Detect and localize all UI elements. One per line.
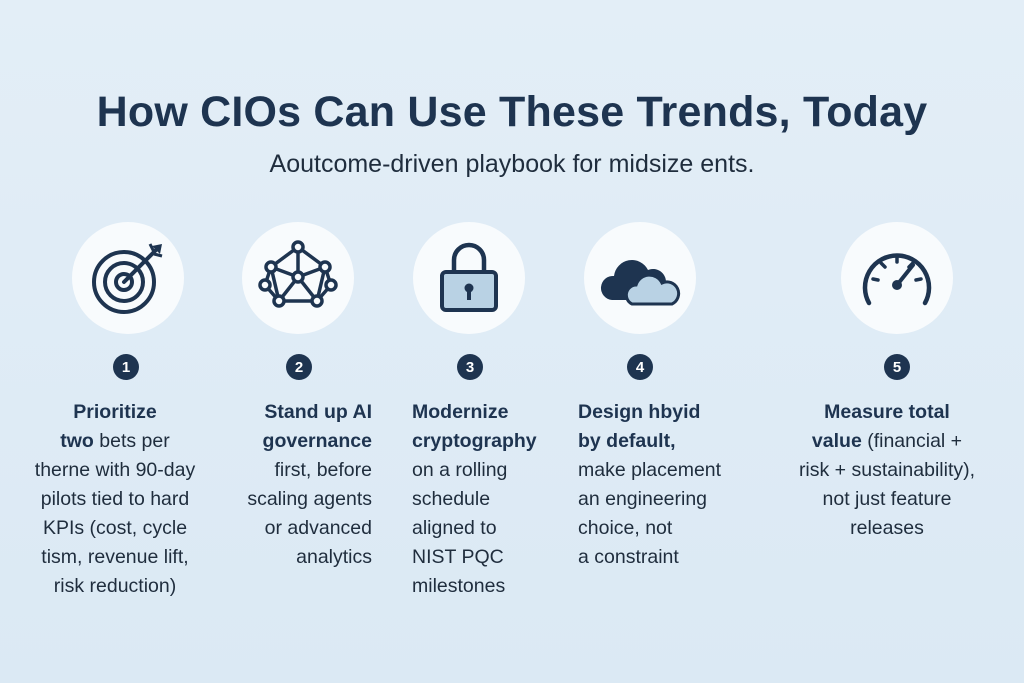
step-4-line: by default, <box>578 430 676 452</box>
step-4-line: Design hbyid <box>578 401 701 423</box>
target-icon <box>92 243 163 314</box>
step-3-line: aligned to <box>412 517 497 539</box>
step-4-description: Design hbyid by default, make placement … <box>578 398 758 572</box>
step-1-line: pilots tied to hard <box>40 488 190 510</box>
step-5-line: Measure total <box>824 401 950 423</box>
step-3-line: Modernize <box>412 401 509 423</box>
step-2-number-badge: 2 <box>286 354 312 380</box>
cloud-icon <box>600 260 681 306</box>
step-3-icon-circle <box>413 222 525 334</box>
step-1-line: Prioritize <box>73 401 157 423</box>
step-2-line: Stand up AI <box>264 401 372 423</box>
step-1-description: Prioritize two bets per therne with 90-d… <box>25 398 205 601</box>
page-subtitle: Aoutcome-driven playbook for midsize ent… <box>269 150 755 178</box>
step-1-line: two bets per <box>60 430 170 452</box>
step-2-line: first, before <box>274 459 372 481</box>
step-4-number-badge: 4 <box>627 354 653 380</box>
step-3-number-badge: 3 <box>457 354 483 380</box>
gauge-icon <box>862 253 932 306</box>
step-5-number-badge: 5 <box>884 354 910 380</box>
step-4-icon-circle <box>584 222 696 334</box>
step-1-line: risk reduction) <box>53 575 177 597</box>
step-4-line: make placement <box>578 459 722 481</box>
step-3-line: schedule <box>412 488 491 510</box>
step-3-line: NIST PQC <box>412 546 504 568</box>
network-icon <box>258 240 338 308</box>
step-5-line: value (financial + <box>811 430 963 452</box>
step-1-line: therne with 90-day <box>34 459 196 481</box>
step-3-line: on a rolling <box>412 459 508 481</box>
step-1-line: tism, revenue lift, <box>41 546 189 568</box>
step-4-line: a constraint <box>578 546 679 568</box>
step-2-line: analytics <box>296 546 372 568</box>
step-3-line: cryptography <box>412 430 537 452</box>
step-4-line: choice, not <box>578 517 673 539</box>
step-5-line: not just feature <box>822 488 952 510</box>
step-2-line: governance <box>262 430 372 452</box>
lock-icon <box>440 242 498 312</box>
step-5-description: Measure total value (financial + risk + … <box>770 398 1004 543</box>
step-1-line: KPIs (cost, cycle <box>42 517 188 539</box>
step-2-icon-circle <box>242 222 354 334</box>
step-1-icon-circle <box>72 222 184 334</box>
step-5-line: risk + sustainability), <box>798 459 976 481</box>
step-3-line: milestones <box>412 575 506 597</box>
page-title: How CIOs Can Use These Trends, Today <box>96 88 928 136</box>
step-5-icon-circle <box>841 222 953 334</box>
step-4-line: an engineering <box>578 488 708 510</box>
step-5-line: releases <box>850 517 924 539</box>
step-2-line: scaling agents <box>247 488 372 510</box>
step-2-description: Stand up AI governance first, before sca… <box>222 398 372 572</box>
step-1-number-badge: 1 <box>113 354 139 380</box>
step-2-line: or advanced <box>264 517 372 539</box>
step-3-description: Modernize cryptography on a rolling sche… <box>412 398 572 601</box>
